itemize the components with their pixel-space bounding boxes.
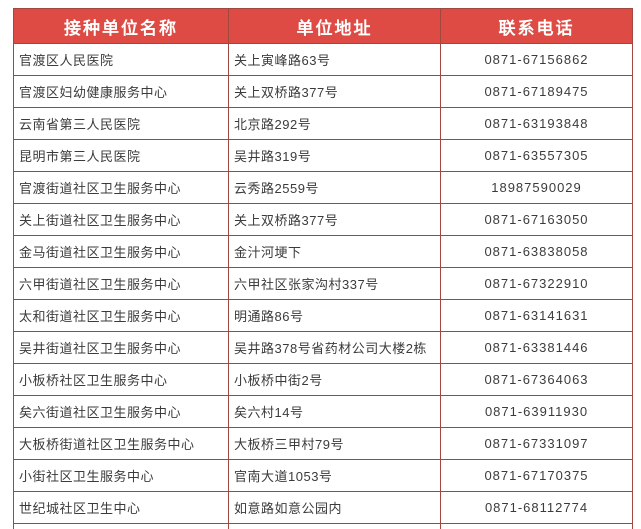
- unit-address-cell: 明通路86号: [228, 299, 441, 332]
- unit-phone-cell: 0871-67156862: [440, 43, 633, 76]
- col-header-unit-name: 接种单位名称: [13, 8, 229, 44]
- unit-name-cell: 新亚洲体育城社区卫生服务中心: [13, 523, 229, 529]
- unit-address-cell: 官南大道1053号: [228, 459, 441, 492]
- header-row: 接种单位名称 单位地址 联系电话: [13, 8, 633, 44]
- unit-phone-cell: 0871-67364063: [440, 363, 633, 396]
- unit-address-cell: 云秀路2559号: [228, 171, 441, 204]
- unit-name-cell: 吴井街道社区卫生服务中心: [13, 331, 229, 364]
- unit-phone-cell: 0871-67189475: [440, 75, 633, 108]
- col-header-contact-phone: 联系电话: [440, 8, 633, 44]
- unit-address-cell: 关上双桥路377号: [228, 75, 441, 108]
- unit-name-cell: 六甲街道社区卫生服务中心: [13, 267, 229, 300]
- table-row: 小板桥社区卫生服务中心 小板桥中街2号 0871-67364063: [13, 363, 633, 396]
- unit-phone-cell: 0871-63557305: [440, 139, 633, 172]
- table-row: 大板桥街道社区卫生服务中心 大板桥三甲村79号 0871-67331097: [13, 427, 633, 460]
- unit-address-cell: 大板桥三甲村79号: [228, 427, 441, 460]
- unit-address-cell: 吴井路319号: [228, 139, 441, 172]
- table-body: 官渡区人民医院 关上寅峰路63号 0871-67156862 官渡区妇幼健康服务中心关…: [13, 43, 633, 529]
- table-row: 新亚洲体育城社区卫生服务中心星耀路129号0871-67217166转8858: [13, 523, 633, 529]
- table-row: 小街社区卫生服务中心 官南大道1053号 0871-67170375: [13, 459, 633, 492]
- unit-phone-cell: 0871-67217166转8858: [440, 523, 633, 529]
- unit-phone-cell: 0871-63381446: [440, 331, 633, 364]
- unit-name-cell: 小板桥社区卫生服务中心: [13, 363, 229, 396]
- table-row: 吴井街道社区卫生服务中心 吴井路378号省药材公司大楼2栋 0871-6338144…: [13, 331, 633, 364]
- unit-name-cell: 官渡街道社区卫生服务中心: [13, 171, 229, 204]
- unit-address-cell: 如意路如意公园内: [228, 491, 441, 524]
- unit-phone-cell: 18987590029: [440, 171, 633, 204]
- unit-name-cell: 云南省第三人民医院: [13, 107, 229, 140]
- col-header-unit-address: 单位地址: [228, 8, 441, 44]
- unit-address-cell: 吴井路378号省药材公司大楼2栋: [228, 331, 441, 364]
- unit-phone-cell: 0871-67322910: [440, 267, 633, 300]
- unit-phone-cell: 0871-67331097: [440, 427, 633, 460]
- unit-name-cell: 小街社区卫生服务中心: [13, 459, 229, 492]
- table-row: 矣六街道社区卫生服务中心 矣六村14号 0871-63911930: [13, 395, 633, 428]
- table-row: 太和街道社区卫生服务中心 明通路86号 0871-63141631: [13, 299, 633, 332]
- unit-phone-cell: 0871-68112774: [440, 491, 633, 524]
- table-row: 世纪城社区卫生中心 如意路如意公园内 0871-68112774: [13, 491, 633, 524]
- unit-address-cell: 矣六村14号: [228, 395, 441, 428]
- table-row: 关上街道社区卫生服务中心 关上双桥路377号 0871-67163050: [13, 203, 633, 236]
- table-row: 六甲街道社区卫生服务中心 六甲社区张家沟村337号 0871-67322910: [13, 267, 633, 300]
- table-row: 官渡区人民医院 关上寅峰路63号 0871-67156862: [13, 43, 633, 76]
- unit-name-cell: 太和街道社区卫生服务中心: [13, 299, 229, 332]
- unit-phone-cell: 0871-63141631: [440, 299, 633, 332]
- table-row: 金马街道社区卫生服务中心 金汁河埂下 0871-63838058: [13, 235, 633, 268]
- table-row: 昆明市第三人民医院 吴井路319号 0871-63557305: [13, 139, 633, 172]
- table-row: 官渡区妇幼健康服务中心 关上双桥路377号 0871-67189475: [13, 75, 633, 108]
- vaccination-units-table: 接种单位名称 单位地址 联系电话 官渡区人民医院 关上寅峰路63号 0871-671…: [13, 8, 633, 529]
- unit-address-cell: 星耀路129号: [228, 523, 441, 529]
- unit-address-cell: 北京路292号: [228, 107, 441, 140]
- unit-phone-cell: 0871-67170375: [440, 459, 633, 492]
- table-row: 官渡街道社区卫生服务中心 云秀路2559号 18987590029: [13, 171, 633, 204]
- unit-name-cell: 昆明市第三人民医院: [13, 139, 229, 172]
- unit-address-cell: 关上寅峰路63号: [228, 43, 441, 76]
- unit-name-cell: 矣六街道社区卫生服务中心: [13, 395, 229, 428]
- unit-phone-cell: 0871-63911930: [440, 395, 633, 428]
- unit-name-cell: 官渡区妇幼健康服务中心: [13, 75, 229, 108]
- unit-name-cell: 金马街道社区卫生服务中心: [13, 235, 229, 268]
- unit-phone-cell: 0871-67163050: [440, 203, 633, 236]
- unit-name-cell: 世纪城社区卫生中心: [13, 491, 229, 524]
- unit-phone-cell: 0871-63193848: [440, 107, 633, 140]
- unit-address-cell: 关上双桥路377号: [228, 203, 441, 236]
- unit-name-cell: 大板桥街道社区卫生服务中心: [13, 427, 229, 460]
- unit-address-cell: 小板桥中街2号: [228, 363, 441, 396]
- table-row: 云南省第三人民医院 北京路292号 0871-63193848: [13, 107, 633, 140]
- unit-address-cell: 六甲社区张家沟村337号: [228, 267, 441, 300]
- unit-phone-cell: 0871-63838058: [440, 235, 633, 268]
- unit-address-cell: 金汁河埂下: [228, 235, 441, 268]
- unit-name-cell: 关上街道社区卫生服务中心: [13, 203, 229, 236]
- unit-name-cell: 官渡区人民医院: [13, 43, 229, 76]
